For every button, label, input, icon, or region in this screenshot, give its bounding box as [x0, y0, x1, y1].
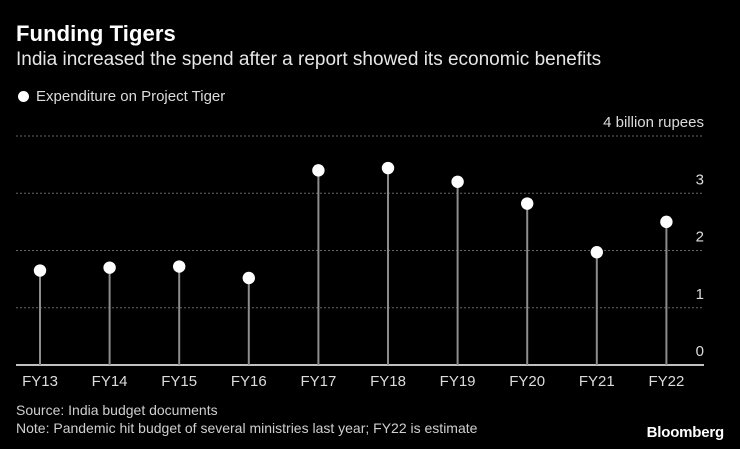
data-point — [521, 197, 534, 210]
x-tick-label: FY16 — [231, 373, 267, 390]
y-tick-label: 2 — [696, 229, 704, 246]
footnote: Note: Pandemic hit budget of several min… — [16, 420, 478, 436]
data-point — [312, 164, 325, 177]
x-tick-label: FY22 — [648, 373, 684, 390]
x-tick-label: FY14 — [92, 373, 128, 390]
data-point — [103, 261, 116, 274]
bloomberg-logo: Bloomberg — [646, 424, 725, 441]
x-tick-label: FY15 — [161, 373, 197, 390]
legend-label: Expenditure on Project Tiger — [36, 88, 226, 105]
source-note: Source: India budget documents — [16, 402, 218, 418]
data-point — [660, 215, 673, 229]
y-tick-label: 4 billion rupees — [603, 114, 704, 131]
x-tick-label: FY17 — [300, 373, 336, 390]
x-tick-label: FY18 — [370, 373, 406, 390]
legend: Expenditure on Project Tiger — [18, 88, 225, 105]
y-tick-label: 1 — [696, 286, 704, 303]
data-point — [451, 175, 464, 188]
data-point — [381, 161, 395, 175]
data-point — [590, 246, 603, 259]
chart-subtitle: India increased the spend after a report… — [16, 49, 602, 70]
data-point — [242, 271, 255, 285]
chart-title: Funding Tigers — [16, 21, 176, 46]
x-tick-label: FY20 — [509, 373, 545, 390]
legend-dot-icon — [18, 91, 29, 102]
x-tick-label: FY21 — [579, 373, 615, 390]
data-point — [33, 264, 47, 277]
y-tick-label: 0 — [696, 343, 704, 360]
data-point — [173, 260, 186, 273]
x-tick-label: FY13 — [22, 373, 58, 390]
y-tick-label: 3 — [696, 171, 704, 188]
x-tick-label: FY19 — [440, 373, 476, 390]
